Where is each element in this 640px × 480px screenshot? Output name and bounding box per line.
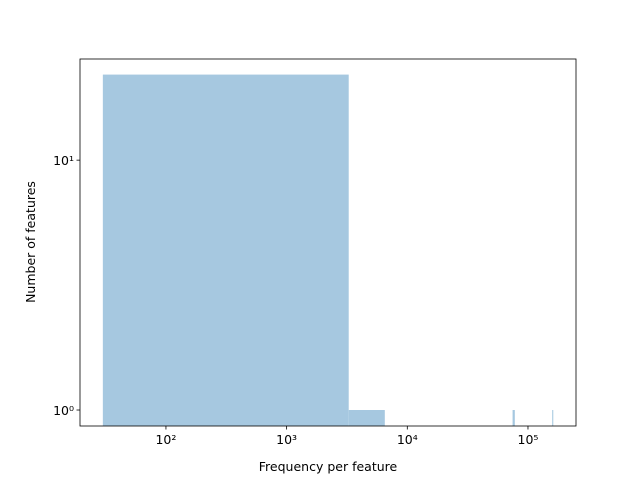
bar bbox=[512, 410, 515, 426]
y-axis-label: Number of features bbox=[23, 181, 38, 303]
x-tick-label: 10⁵ bbox=[518, 432, 539, 447]
x-axis-label: Frequency per feature bbox=[259, 459, 398, 474]
x-tick-label: 10⁴ bbox=[397, 432, 418, 447]
x-tick-label: 10³ bbox=[276, 432, 297, 447]
bar bbox=[102, 74, 349, 426]
bar bbox=[552, 410, 554, 426]
bar bbox=[348, 410, 385, 426]
plot-frame bbox=[79, 58, 577, 427]
x-tick-label: 10² bbox=[155, 432, 176, 447]
y-tick-label: 10⁰ bbox=[53, 403, 74, 418]
y-tick-label: 10¹ bbox=[53, 153, 74, 168]
